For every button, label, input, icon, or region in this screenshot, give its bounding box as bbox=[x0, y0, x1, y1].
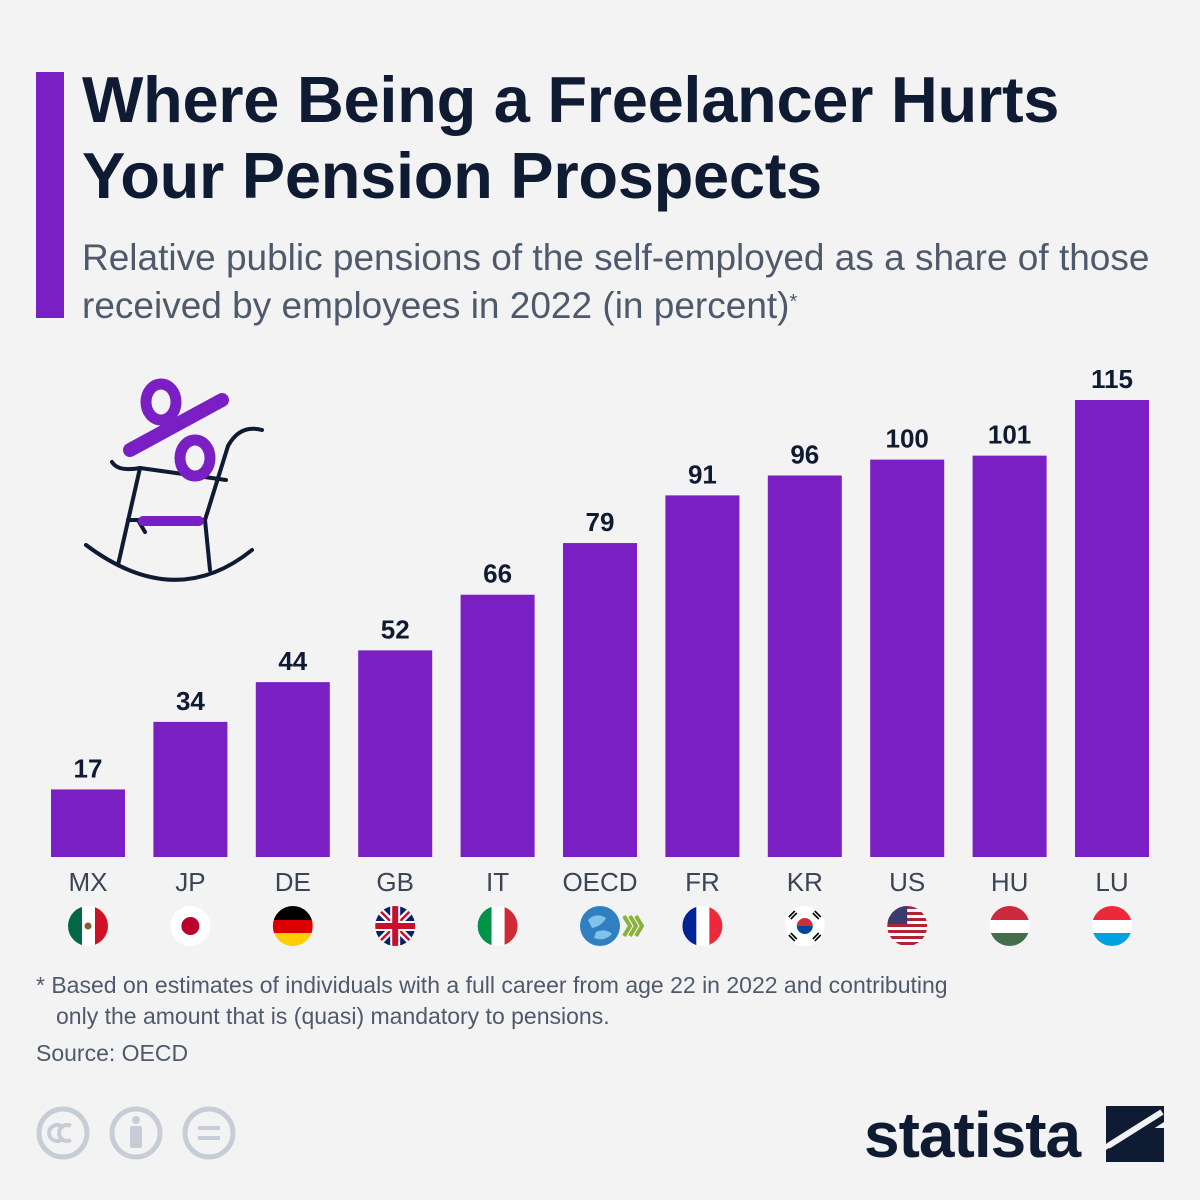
flag-usa-icon bbox=[887, 906, 928, 946]
bar-fr bbox=[665, 495, 740, 857]
flag-hungary-icon bbox=[989, 906, 1030, 946]
value-label-mx: 17 bbox=[74, 753, 103, 783]
bar-lu bbox=[1075, 400, 1149, 857]
value-label-lu: 115 bbox=[1091, 364, 1133, 394]
bar-it bbox=[460, 594, 535, 857]
no-derivatives-icon[interactable] bbox=[182, 1106, 236, 1160]
chart-subtitle: Relative public pensions of the self-emp… bbox=[82, 234, 1162, 330]
bar-de bbox=[255, 682, 330, 857]
value-label-it: 66 bbox=[483, 559, 512, 589]
bar-hu bbox=[972, 455, 1047, 857]
rocking-chair-percent-icon bbox=[84, 378, 264, 582]
bar-chart: 17 MX 34 JP 44 DE 52 GB 66 IT 79 OECD 91 FR 96 KR 100 US 1… bbox=[51, 364, 1149, 946]
category-label-fr: FR bbox=[685, 867, 720, 897]
bar-gb bbox=[358, 650, 433, 857]
cc-icon[interactable] bbox=[36, 1106, 90, 1160]
statista-logo-icon[interactable] bbox=[1104, 1104, 1166, 1164]
flag-mexico-icon bbox=[68, 906, 108, 946]
flag-luxembourg-icon bbox=[1092, 906, 1132, 946]
bar-oecd bbox=[563, 543, 637, 857]
value-label-fr: 91 bbox=[688, 459, 717, 489]
chart-title: Where Being a Freelancer Hurts Your Pens… bbox=[82, 63, 1060, 212]
value-label-gb: 52 bbox=[381, 614, 410, 644]
attribution-icon[interactable] bbox=[109, 1106, 163, 1160]
category-label-oecd: OECD bbox=[562, 867, 637, 897]
bar-us bbox=[870, 459, 945, 857]
value-label-us: 100 bbox=[886, 424, 929, 454]
brand-logo-text[interactable]: statista bbox=[864, 1099, 1081, 1171]
category-label-mx: MX bbox=[69, 867, 108, 897]
bar-kr bbox=[767, 475, 842, 857]
bar-jp bbox=[153, 721, 228, 857]
value-label-oecd: 79 bbox=[586, 507, 615, 537]
value-label-de: 44 bbox=[278, 646, 307, 676]
flag-japan-icon bbox=[170, 906, 211, 946]
oecd-logo-icon bbox=[580, 906, 645, 946]
value-label-jp: 34 bbox=[176, 686, 205, 716]
value-label-kr: 96 bbox=[790, 440, 819, 470]
source-note: Source: OECD bbox=[36, 1040, 189, 1066]
category-label-hu: HU bbox=[991, 867, 1029, 897]
flag-germany-icon bbox=[272, 906, 313, 946]
value-label-hu: 101 bbox=[988, 420, 1031, 450]
license-icons[interactable] bbox=[36, 1106, 246, 1162]
accent-bar bbox=[36, 72, 64, 318]
category-label-us: US bbox=[889, 867, 925, 897]
flag-france-icon bbox=[682, 906, 723, 946]
category-label-jp: JP bbox=[175, 867, 205, 897]
footnote-line-2: only the amount that is (quasi) mandator… bbox=[56, 1003, 610, 1029]
category-label-it: IT bbox=[486, 867, 509, 897]
bar-mx bbox=[51, 789, 125, 857]
category-label-de: DE bbox=[275, 867, 311, 897]
subtitle-text: Relative public pensions of the self-emp… bbox=[82, 237, 1150, 326]
category-label-kr: KR bbox=[787, 867, 823, 897]
flag-korea-icon bbox=[784, 906, 825, 946]
flag-uk-icon bbox=[375, 906, 416, 946]
category-label-lu: LU bbox=[1095, 867, 1128, 897]
footnote: * Based on estimates of individuals with… bbox=[36, 970, 1136, 1032]
footnote-line-1: * Based on estimates of individuals with… bbox=[36, 972, 948, 998]
subtitle-footnote-marker: * bbox=[789, 291, 798, 313]
category-label-gb: GB bbox=[376, 867, 414, 897]
flag-italy-icon bbox=[477, 906, 518, 946]
